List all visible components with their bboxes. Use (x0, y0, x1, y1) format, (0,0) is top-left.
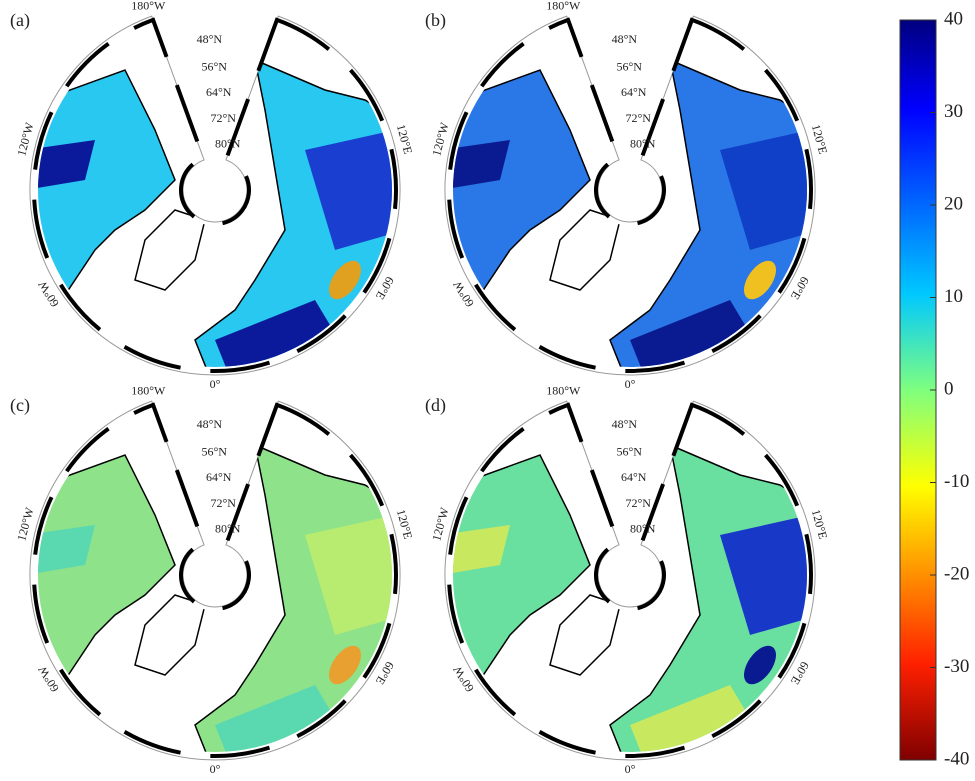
lat-label: 56°N (616, 60, 642, 74)
lon-label: 120°W (14, 120, 37, 157)
panel-label: (a) (10, 10, 30, 31)
colorbar-tick-label: -20 (944, 563, 969, 584)
lat-label: 72°N (625, 111, 651, 125)
lat-label: 56°N (201, 60, 227, 74)
lat-label: 72°N (210, 111, 236, 125)
lat-label: 72°N (210, 496, 236, 510)
lat-label: 80°N (215, 136, 241, 150)
lon-label: 120°E (394, 508, 415, 541)
lon-label: 0° (210, 377, 221, 391)
lat-label: 48°N (197, 417, 223, 431)
lon-label: 120°W (14, 505, 37, 542)
colorbar-tick-label: -40 (944, 748, 969, 769)
lon-label: 180°W (131, 0, 166, 13)
lat-label: 80°N (630, 136, 656, 150)
figure: (a)180°W120°W60°W0°60°E120°E48°N56°N64°N… (0, 0, 975, 776)
lon-label: 0° (625, 377, 636, 391)
lon-label: 120°W (429, 120, 452, 157)
lat-label: 48°N (612, 417, 638, 431)
panel-label: (c) (10, 395, 30, 416)
lon-label: 180°W (546, 384, 581, 398)
colorbar-tick-label: -30 (944, 656, 969, 677)
lat-label: 80°N (630, 521, 656, 535)
lat-label: 64°N (206, 85, 232, 99)
colorbar-tick-label: 30 (944, 101, 963, 122)
lat-label: 64°N (206, 470, 232, 484)
lat-label: 48°N (612, 32, 638, 46)
colorbar-tick-label: 10 (944, 286, 963, 307)
lat-label: 64°N (621, 470, 647, 484)
lon-label: 120°E (809, 508, 830, 541)
lon-label: 120°E (809, 123, 830, 156)
lon-label: 120°E (394, 123, 415, 156)
panel-label: (d) (425, 395, 446, 416)
colorbar-tick-label: 40 (944, 8, 963, 29)
lat-label: 48°N (197, 32, 223, 46)
lon-label: 180°W (131, 384, 166, 398)
lat-label: 56°N (616, 445, 642, 459)
colorbar-tick-label: 20 (944, 193, 963, 214)
panel-label: (b) (425, 10, 446, 31)
lon-label: 0° (210, 762, 221, 776)
lon-label: 120°W (429, 505, 452, 542)
lon-label: 0° (625, 762, 636, 776)
colorbar-tick-label: 0 (944, 378, 954, 399)
lat-label: 64°N (621, 85, 647, 99)
lat-label: 56°N (201, 445, 227, 459)
lat-label: 72°N (625, 496, 651, 510)
lat-label: 80°N (215, 521, 241, 535)
lon-label: 180°W (546, 0, 581, 13)
colorbar-tick-label: -10 (944, 471, 969, 492)
